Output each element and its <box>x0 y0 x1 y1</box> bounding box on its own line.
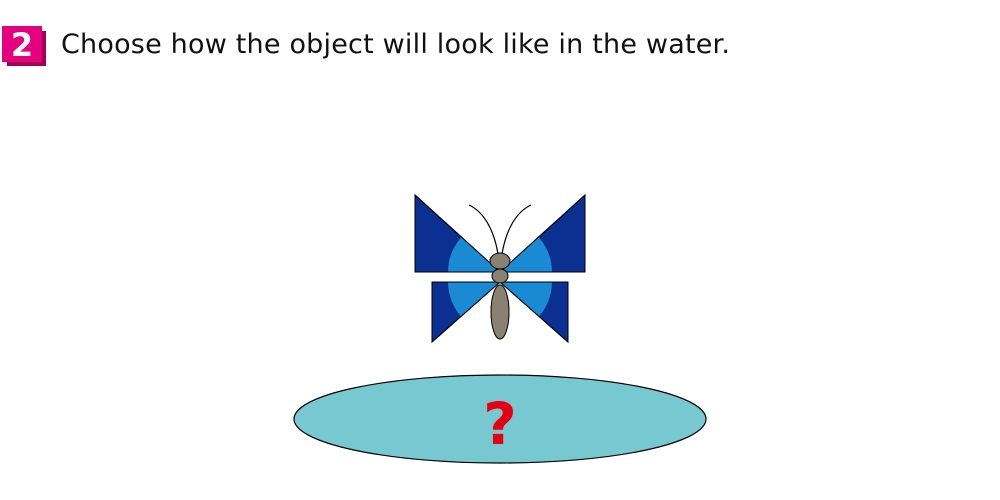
question-number: 2 <box>11 26 33 64</box>
butterfly-thorax <box>491 268 509 284</box>
badge-face <box>2 26 42 62</box>
question-mark: ? <box>483 390 517 458</box>
butterfly-head <box>489 252 511 270</box>
question-header: 2 Choose how the object will look like i… <box>0 26 1000 66</box>
question-number-badge: 2 <box>2 26 46 66</box>
water-puddle <box>293 374 707 464</box>
question-prompt: Choose how the object will look like in … <box>61 29 731 60</box>
butterfly <box>414 193 586 344</box>
butterfly-abdomen <box>490 284 510 340</box>
left-antenna <box>468 204 499 255</box>
right-antenna <box>501 204 532 255</box>
